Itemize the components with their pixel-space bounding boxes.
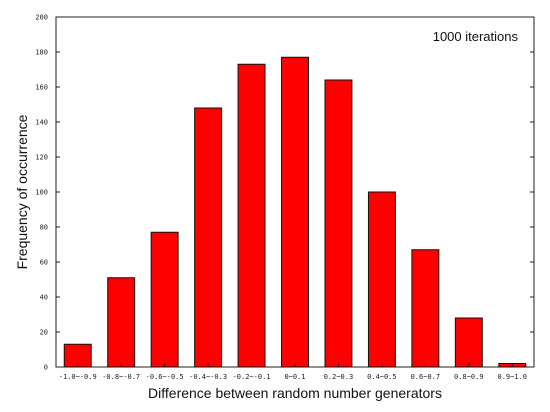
- bar: [411, 249, 440, 368]
- bars: [63, 56, 527, 368]
- x-axis-title: Difference between random number generat…: [148, 385, 442, 401]
- x-tick-label: -0.2~-0.1: [233, 373, 271, 381]
- y-axis-ticks: 0 20 40 60 80 100 120 140 160 180 200: [35, 14, 534, 372]
- bar: [194, 107, 223, 368]
- bar: [367, 191, 396, 368]
- x-tick-label: 0.4~0.5: [367, 373, 397, 381]
- y-tick-label: 40: [40, 294, 48, 302]
- y-tick-label: 180: [35, 49, 48, 57]
- y-tick-label: 80: [40, 224, 48, 232]
- x-tick-label: -1.0~-0.9: [59, 373, 97, 381]
- x-tick-label: 0.2~0.3: [324, 373, 354, 381]
- x-tick-label: -0.4~-0.3: [189, 373, 227, 381]
- bar: [150, 231, 179, 368]
- x-tick-label: -0.6~-0.5: [146, 373, 184, 381]
- x-tick-label: 0.6~0.7: [411, 373, 441, 381]
- y-tick-label: 120: [35, 154, 48, 162]
- x-tick-label: 0.8~0.9: [454, 373, 484, 381]
- x-tick-label: -0.8~-0.7: [102, 373, 140, 381]
- y-axis-title: Frequency of occurrence: [14, 114, 30, 269]
- bar: [281, 56, 309, 368]
- bar: [237, 63, 266, 368]
- iterations-annotation: 1000 iterations: [433, 29, 519, 44]
- y-tick-label: 140: [35, 119, 48, 127]
- x-tick-label: 0.9~1.0: [498, 373, 528, 381]
- y-tick-label: 20: [40, 329, 48, 337]
- y-tick-label: 200: [35, 14, 48, 22]
- y-tick-label: 0: [44, 364, 48, 372]
- bar: [324, 79, 353, 368]
- x-tick-label: 0~0.1: [284, 373, 305, 381]
- y-tick-label: 100: [35, 189, 48, 197]
- bar: [454, 317, 483, 368]
- bar: [107, 277, 136, 368]
- y-tick-label: 60: [40, 259, 48, 267]
- y-tick-label: 160: [35, 84, 48, 92]
- x-axis-tick-labels: -1.0~-0.9 -0.8~-0.7 -0.6~-0.5 -0.4~-0.3 -0.2…: [59, 363, 527, 381]
